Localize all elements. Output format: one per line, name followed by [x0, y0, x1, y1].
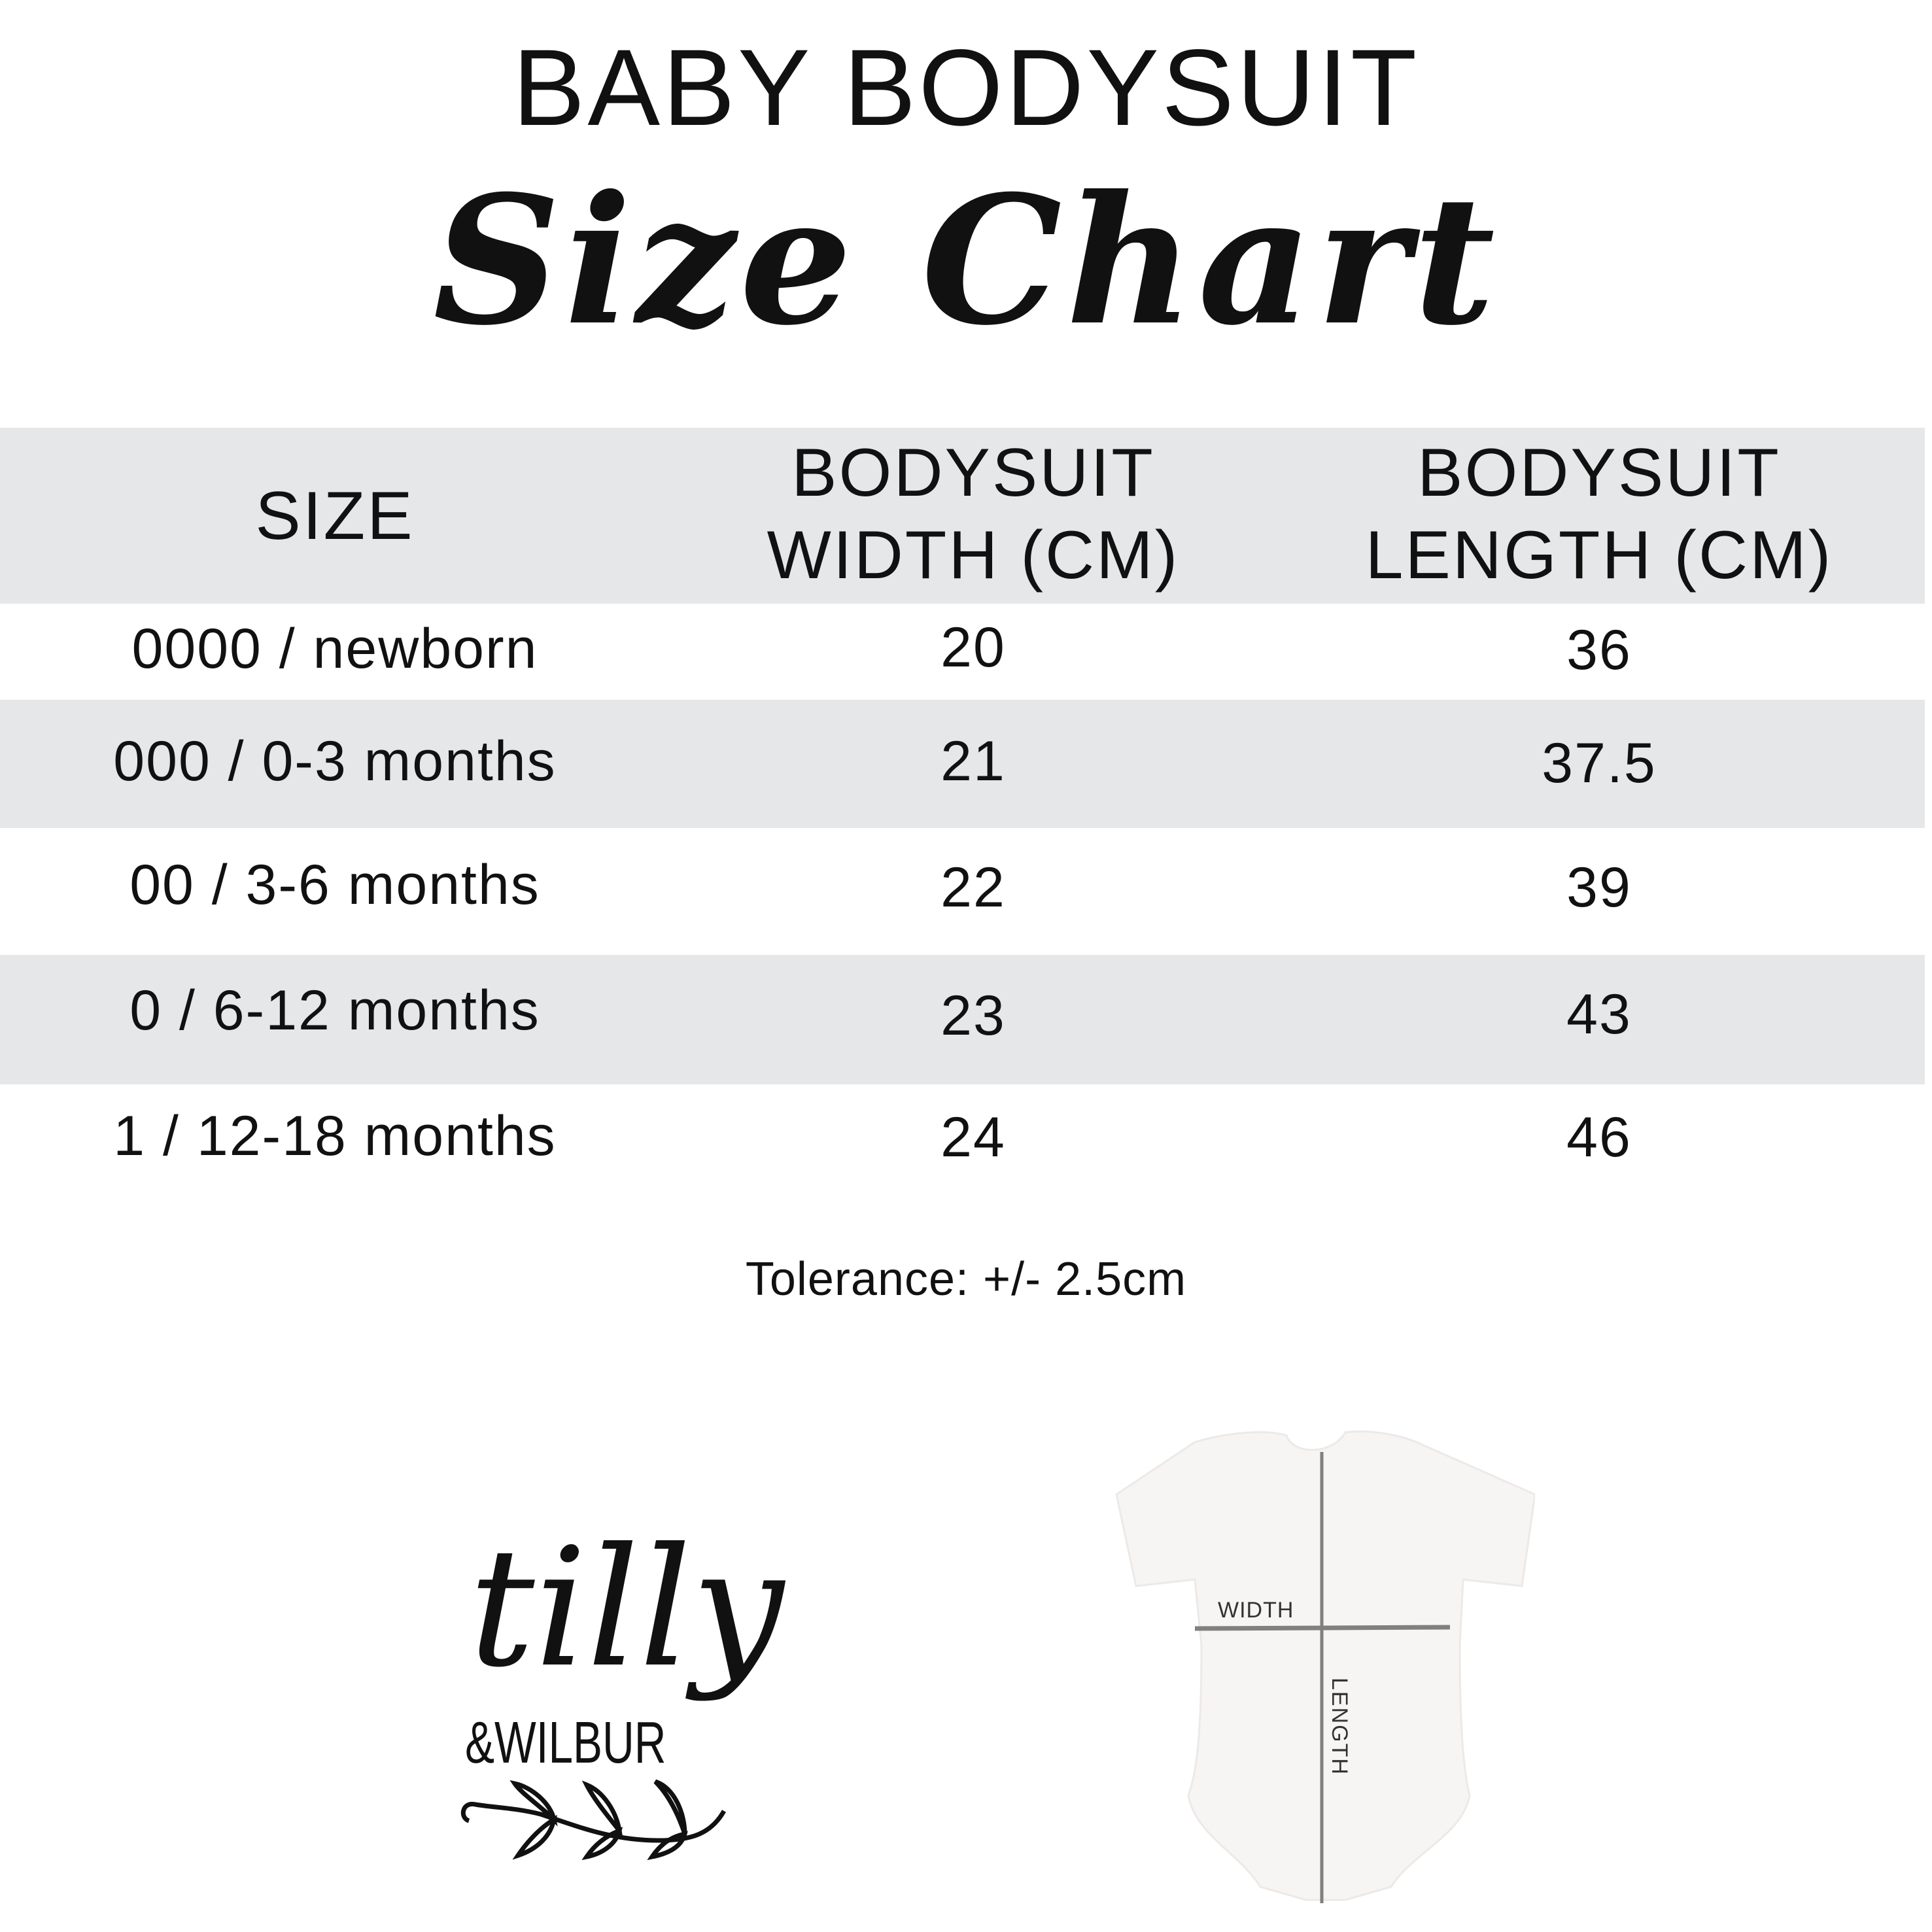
table-row: 1 / 12-18 months 24 46	[0, 1084, 1925, 1209]
cell-width: 22	[940, 856, 1006, 919]
table-row: 0 / 6-12 months 23 43	[0, 955, 1925, 1084]
column-header-length-line1: BODYSUIT	[1417, 435, 1781, 511]
column-header-size: SIZE	[255, 478, 415, 554]
table-row: 000 / 0-3 months 21 37.5	[0, 700, 1925, 828]
length-label: LENGTH	[1327, 1678, 1352, 1776]
cell-width: 20	[940, 616, 1006, 679]
cell-length: 46	[1566, 1106, 1632, 1169]
logo-wordmark: &WILBUR	[465, 1710, 666, 1776]
cell-length: 39	[1566, 856, 1632, 919]
tolerance-note: Tolerance: +/- 2.5cm	[745, 1253, 1187, 1305]
cell-size: 0000 / newborn	[131, 617, 538, 680]
cell-width: 21	[940, 730, 1006, 793]
width-label: WIDTH	[1218, 1598, 1294, 1623]
bodysuit-diagram: WIDTH LENGTH	[1097, 1429, 1536, 1906]
cell-length: 43	[1566, 983, 1632, 1046]
cell-width: 23	[940, 984, 1006, 1047]
table-row: 0000 / newborn 20 36	[0, 604, 1925, 700]
table-row: 00 / 3-6 months 22 39	[0, 828, 1925, 955]
cell-width: 24	[940, 1106, 1006, 1169]
cell-length: 37.5	[1542, 732, 1657, 795]
column-header-width-line2: WIDTH (CM)	[767, 517, 1180, 593]
column-header-length-line2: LENGTH (CM)	[1365, 517, 1833, 593]
cell-size: 00 / 3-6 months	[129, 854, 540, 916]
page-title: BABY BODYSUIT	[512, 27, 1420, 148]
column-header-width-line1: BODYSUIT	[791, 435, 1155, 511]
column-header-width: BODYSUIT WIDTH (CM)	[767, 432, 1180, 596]
cell-size: 0 / 6-12 months	[129, 979, 540, 1042]
page-subtitle: Size Chart	[433, 156, 1499, 364]
cell-length: 36	[1566, 619, 1632, 681]
table-header: SIZE BODYSUIT WIDTH (CM) BODYSUIT LENGTH…	[0, 428, 1925, 604]
width-line	[1194, 1625, 1451, 1631]
logo-script: tilly	[469, 1513, 784, 1703]
cell-size: 000 / 0-3 months	[113, 730, 557, 793]
bodysuit-illustration	[1115, 1430, 1536, 1903]
leaf-branch-icon	[460, 1779, 727, 1860]
column-header-length: BODYSUIT LENGTH (CM)	[1366, 432, 1833, 596]
brand-logo: tilly &WILBUR	[456, 1527, 784, 1860]
cell-size: 1 / 12-18 months	[113, 1105, 557, 1167]
